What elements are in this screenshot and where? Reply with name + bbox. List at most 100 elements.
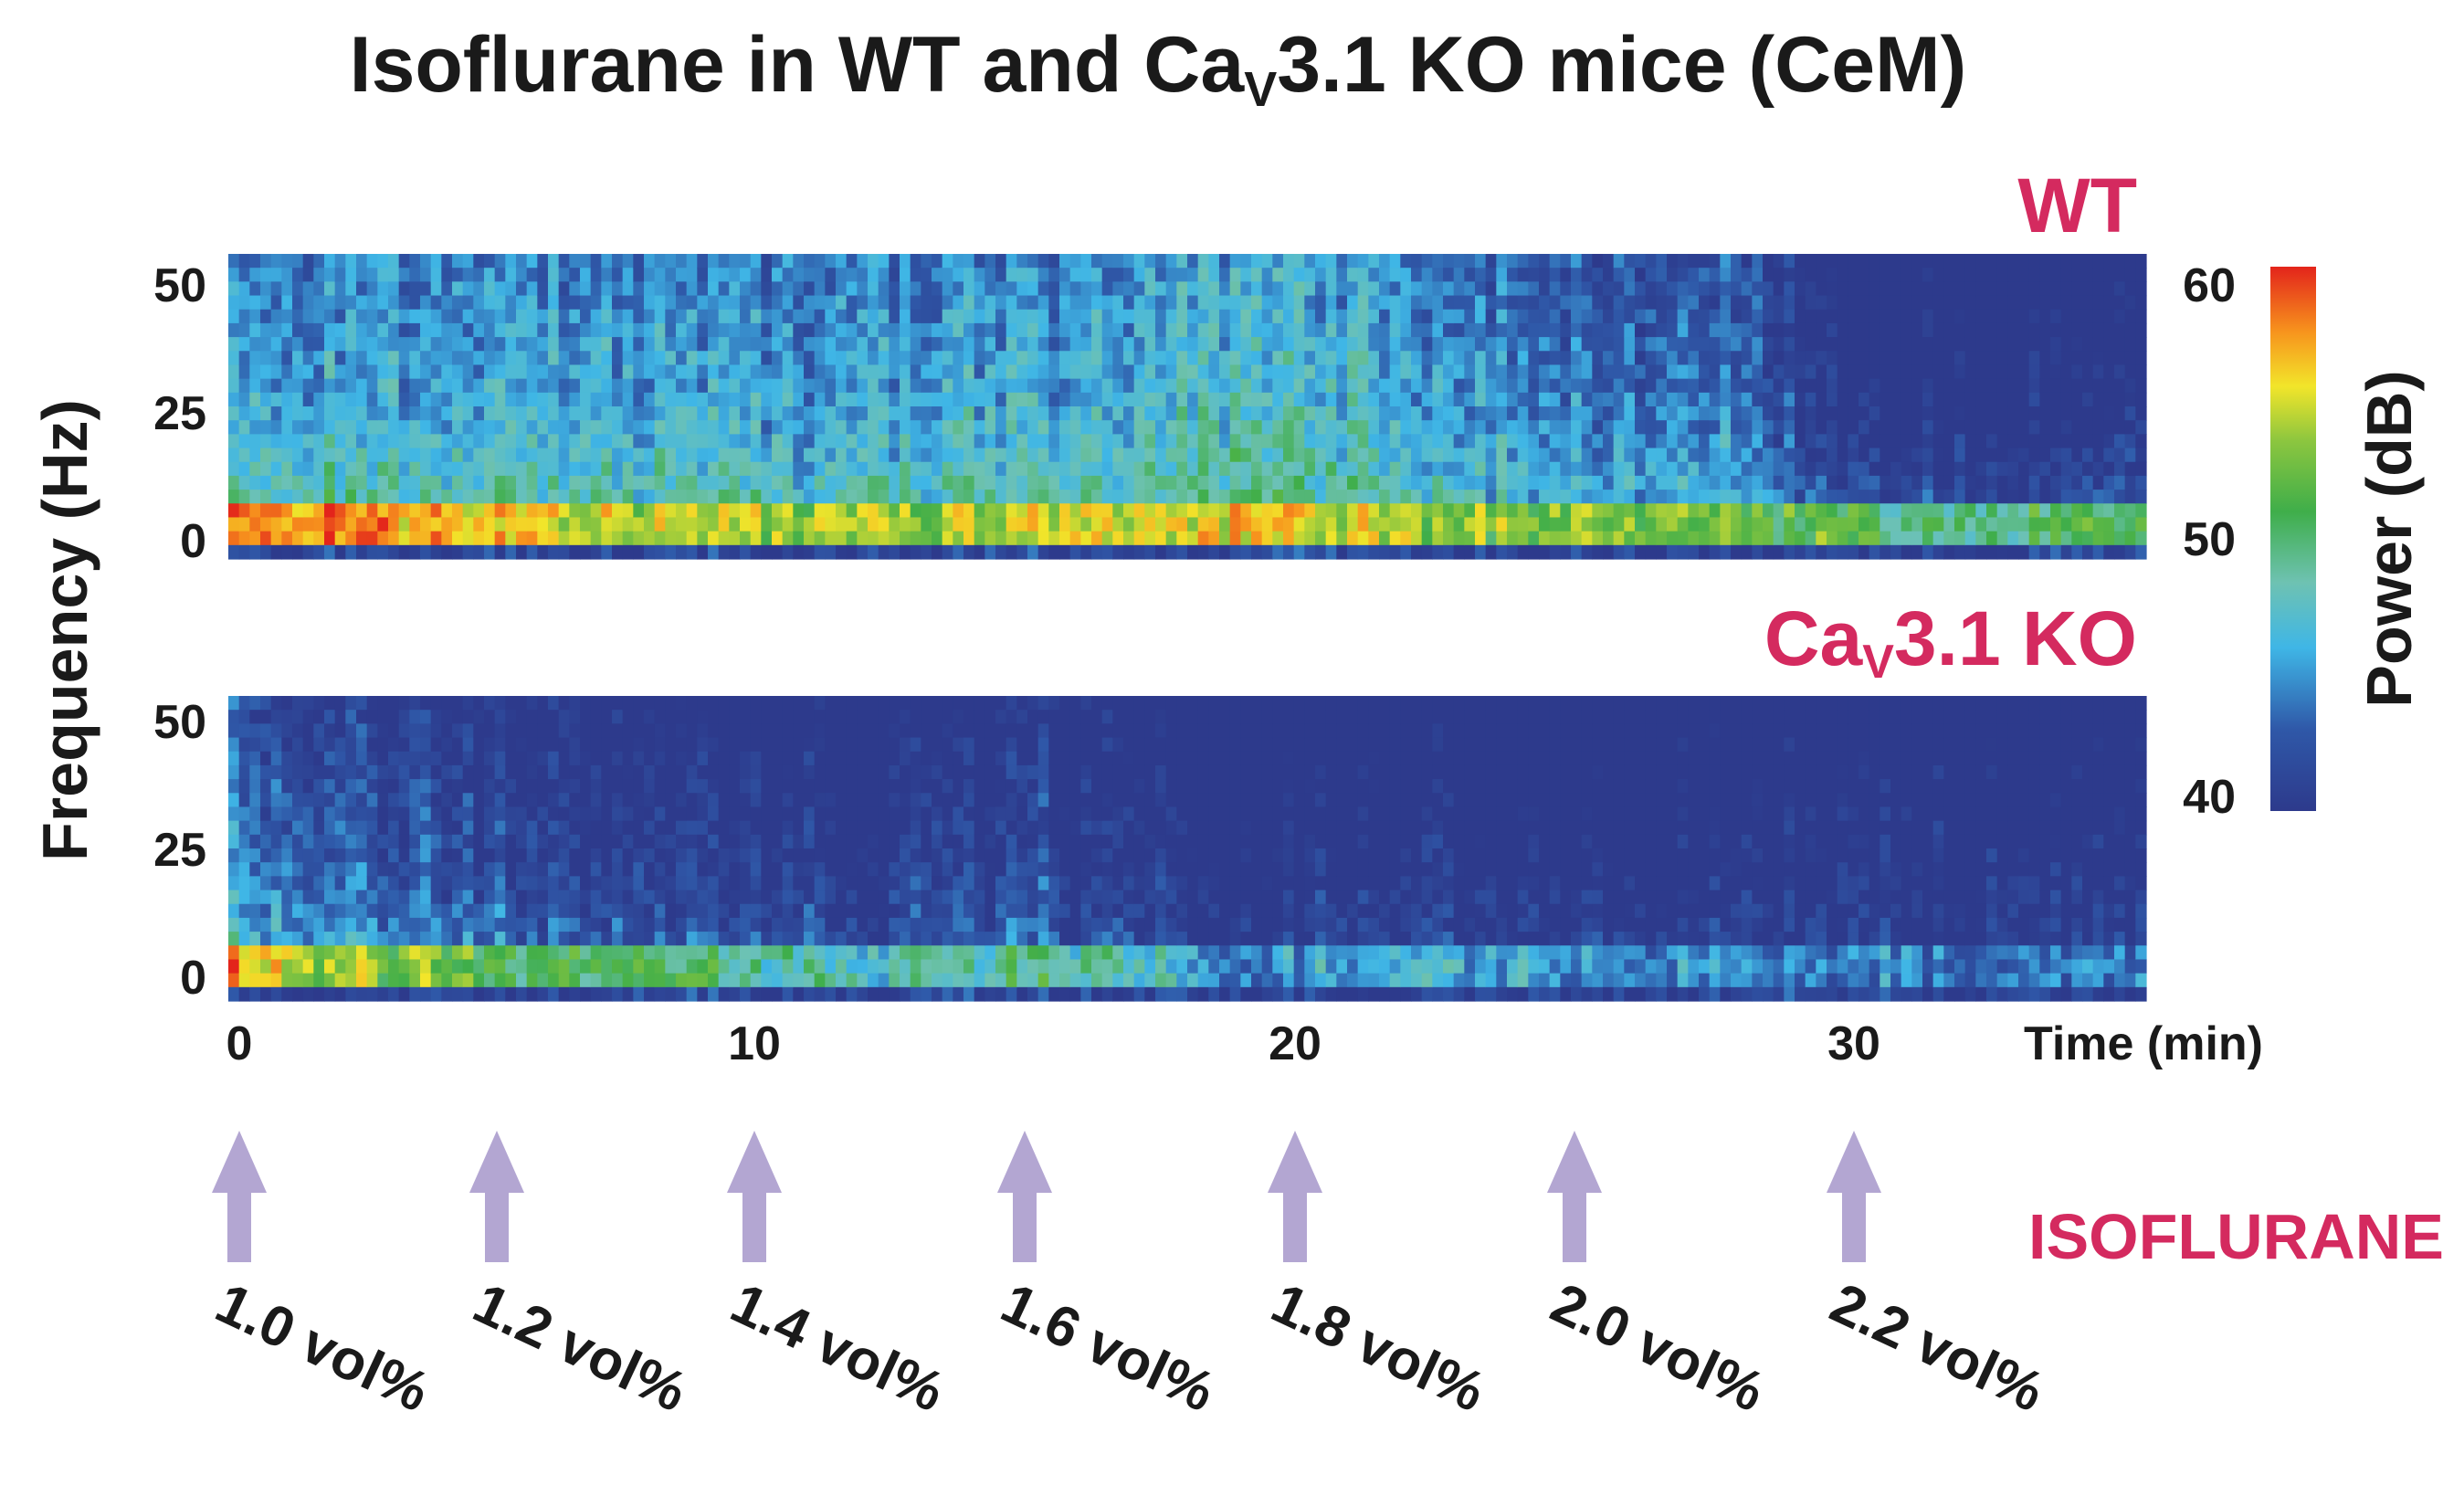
heatmap-cell: [1006, 517, 1017, 532]
heatmap-cell: [878, 448, 890, 463]
heatmap-cell: [2039, 392, 2051, 407]
heatmap-cell: [1741, 406, 1753, 421]
heatmap-cell: [516, 254, 528, 269]
heatmap-cell: [1848, 420, 1859, 435]
heatmap-cell: [580, 903, 592, 919]
heatmap-cell: [292, 434, 304, 449]
heatmap-cell: [1379, 461, 1391, 477]
heatmap-cell: [430, 448, 442, 463]
heatmap-cell: [249, 281, 261, 297]
heatmap-cell: [1187, 531, 1199, 546]
heatmap-cell: [1379, 295, 1391, 311]
heatmap-cell: [1027, 420, 1039, 435]
heatmap-cell: [558, 848, 570, 863]
heatmap-cell: [1986, 448, 1998, 463]
heatmap-cell: [228, 434, 240, 449]
heatmap-cell: [334, 364, 346, 380]
heatmap-cell: [1421, 503, 1433, 519]
heatmap-cell: [1539, 517, 1551, 532]
heatmap-cell: [900, 309, 911, 324]
heatmap-cell: [686, 268, 698, 282]
heatmap-cell: [686, 531, 698, 546]
heatmap-cell: [1283, 281, 1295, 297]
heatmap-cell: [484, 917, 496, 932]
heatmap-cell: [516, 392, 528, 407]
heatmap-cell: [2050, 351, 2062, 366]
heatmap-cell: [2124, 434, 2136, 449]
heatmap-cell: [292, 531, 304, 546]
heatmap-cell: [836, 434, 848, 449]
heatmap-cell: [974, 309, 985, 324]
heatmap-cell: [921, 378, 932, 394]
heatmap-cell: [846, 322, 858, 338]
heatmap-cell: [1251, 517, 1263, 532]
heatmap-cell: [1699, 448, 1711, 463]
heatmap-cell: [2092, 322, 2104, 338]
heatmap-cell: [441, 490, 453, 504]
heatmap-cell: [537, 351, 549, 366]
heatmap-cell: [249, 751, 261, 766]
heatmap-cell: [1975, 392, 1987, 407]
heatmap-cell: [868, 475, 879, 490]
heatmap-cell: [420, 834, 432, 849]
heatmap-cell: [473, 448, 485, 463]
heatmap-cell: [2082, 364, 2094, 380]
heatmap-cell: [366, 793, 378, 808]
heatmap-cell: [686, 903, 698, 919]
heatmap-cell: [708, 764, 720, 780]
heatmap-cell: [1208, 268, 1220, 282]
heatmap-cell: [580, 737, 592, 753]
heatmap-cell: [345, 945, 357, 961]
heatmap-cell: [729, 420, 741, 435]
heatmap-cell: [665, 903, 677, 919]
heatmap-cell: [313, 309, 325, 324]
heatmap-cell: [1037, 544, 1049, 560]
heatmap-cell: [1208, 254, 1220, 269]
heatmap-cell: [238, 890, 250, 905]
heatmap-cell: [409, 268, 421, 282]
heatmap-cell: [409, 490, 421, 504]
heatmap-cell: [228, 945, 240, 961]
heatmap-cell: [1379, 490, 1391, 504]
heatmap-cell: [708, 309, 720, 324]
heatmap-cell: [782, 364, 794, 380]
heatmap-cell: [398, 295, 410, 311]
heatmap-cell: [782, 406, 794, 421]
heatmap-cell: [612, 723, 624, 739]
heatmap-cell: [2114, 322, 2126, 338]
heatmap-cell: [1688, 544, 1700, 560]
heatmap-cell: [1112, 268, 1124, 282]
heatmap-cell: [494, 434, 506, 449]
heatmap-cell: [1996, 364, 2008, 380]
heatmap-cell: [995, 309, 1007, 324]
heatmap-cell: [1027, 378, 1039, 394]
heatmap-cell: [2060, 392, 2072, 407]
heatmap-cell: [1475, 268, 1487, 282]
heatmap-cell: [2103, 461, 2115, 477]
heatmap-cell: [1133, 268, 1145, 282]
heatmap-cell: [313, 751, 325, 766]
heatmap-cell: [1837, 322, 1848, 338]
heatmap-cell: [1080, 281, 1092, 297]
heatmap-cell: [1688, 295, 1700, 311]
heatmap-cell: [569, 378, 581, 394]
heatmap-cell: [1389, 392, 1401, 407]
heatmap-cell: [857, 503, 869, 519]
heatmap-cell: [2114, 490, 2126, 504]
heatmap-cell: [1165, 531, 1177, 546]
heatmap-cell: [580, 434, 592, 449]
heatmap-cell: [558, 309, 570, 324]
heatmap-cell: [1784, 531, 1795, 546]
heatmap-cell: [334, 903, 346, 919]
heatmap-cell: [2028, 406, 2040, 421]
heatmap-cell: [1560, 364, 1572, 380]
heatmap-cell: [1091, 351, 1103, 366]
heatmap-cell: [1848, 461, 1859, 477]
heatmap-cell: [601, 806, 613, 822]
heatmap-cell: [932, 309, 943, 324]
heatmap-cell: [228, 932, 240, 946]
heatmap-cell: [388, 848, 400, 863]
heatmap-cell: [1911, 295, 1923, 311]
heatmap-cell: [516, 848, 528, 863]
heatmap-cell: [345, 764, 357, 780]
